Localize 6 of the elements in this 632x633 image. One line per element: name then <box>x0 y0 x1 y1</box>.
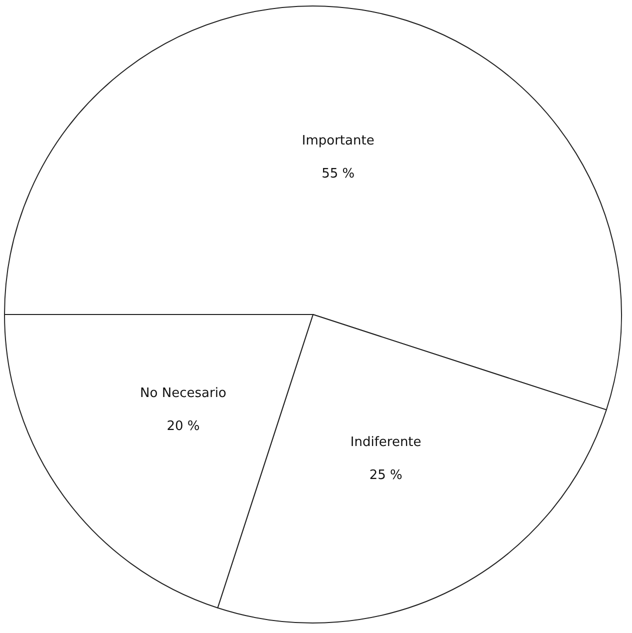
slice-label: No Necesario <box>140 386 226 402</box>
data-label: 20 % <box>166 419 200 434</box>
slice-label: Indiferente <box>350 434 422 450</box>
data-label: 55 % <box>322 166 355 182</box>
data-label: 25 % <box>369 468 402 483</box>
slice-label: Importante <box>302 133 374 148</box>
